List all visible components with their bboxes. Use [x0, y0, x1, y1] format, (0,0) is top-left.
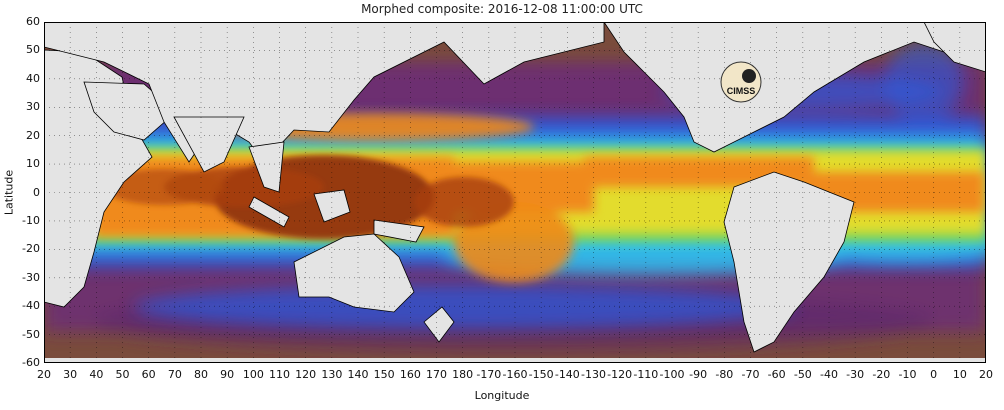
south-america — [723, 171, 855, 353]
x-tick-label: 110 — [269, 368, 290, 381]
x-tick-label: 0 — [930, 368, 938, 381]
x-tick-label: 20 — [37, 368, 51, 381]
map-plot-area: CIMSS — [44, 22, 986, 363]
y-tick-label: -60 — [22, 356, 40, 369]
x-tick-label: -130 — [581, 368, 606, 381]
y-tick-label: -10 — [22, 213, 40, 227]
x-tick-label: 90 — [220, 368, 235, 381]
x-tick-label: 80 — [194, 368, 208, 381]
x-tick-label: 30 — [63, 368, 78, 381]
y-tick-label: 50 — [26, 43, 40, 57]
x-tick-label: -120 — [607, 368, 633, 381]
graticule-meridians — [69, 22, 961, 363]
x-tick-label: 180 — [452, 368, 474, 381]
precipitable-water-map: CIMSS — [44, 22, 986, 363]
x-tick-label: -50 — [793, 368, 812, 381]
new-zealand — [423, 306, 455, 343]
y-tick-label: -30 — [22, 270, 40, 284]
x-tick-label: 100 — [242, 368, 264, 381]
x-tick-label: 140 — [347, 368, 369, 381]
x-tick-label: -160 — [502, 368, 528, 381]
x-tick-label: 120 — [295, 368, 317, 381]
y-tick-label: 30 — [26, 100, 40, 114]
x-tick-label: 70 — [167, 368, 182, 381]
logo-text: CIMSS — [727, 86, 756, 96]
antarctica-edge — [44, 358, 986, 363]
x-tick-label: -10 — [898, 368, 917, 381]
arabia — [83, 81, 177, 141]
chart-title: Morphed composite: 2016-12-08 11:00:00 U… — [361, 2, 643, 16]
borneo — [313, 189, 351, 223]
x-tick-label: 160 — [399, 368, 421, 381]
y-tick-label: 60 — [26, 15, 40, 28]
x-tick-label: -140 — [554, 368, 580, 381]
x-tick-label: -100 — [659, 368, 685, 381]
x-tick-label: 60 — [141, 368, 156, 381]
y-tick-label: 40 — [26, 71, 40, 85]
india — [173, 116, 245, 173]
x-tick-label: -110 — [633, 368, 659, 381]
x-tick-label: -60 — [767, 368, 786, 381]
x-tick-label: 50 — [115, 368, 130, 381]
y-tick-label: 10 — [26, 157, 40, 171]
x-tick-label: -80 — [715, 368, 734, 381]
indochina — [248, 141, 285, 193]
sumatra — [248, 196, 290, 228]
y-tick-label: -20 — [22, 242, 40, 256]
y-axis-label: Latitude — [2, 169, 16, 216]
plot-border — [44, 22, 986, 363]
x-tick-label: -30 — [846, 368, 865, 381]
land-masses — [44, 22, 986, 363]
x-tick-label: -150 — [528, 368, 554, 381]
y-tick-label: 0 — [33, 185, 40, 199]
x-tick-label: 170 — [426, 368, 447, 381]
x-tick-label: -40 — [820, 368, 838, 381]
y-tick-label: -40 — [22, 299, 40, 313]
x-tick-label: 130 — [321, 368, 343, 381]
x-tick-label: -70 — [741, 368, 760, 381]
x-tick-label: 10 — [952, 368, 967, 381]
europe — [923, 22, 986, 73]
x-axis-label: Longitude — [474, 389, 530, 402]
x-tick-label: 150 — [373, 368, 395, 381]
y-tick-label: 20 — [26, 128, 40, 142]
x-tick-label: 20 — [979, 368, 993, 381]
x-tick-label: -20 — [872, 368, 891, 381]
cimss-logo: CIMSS — [720, 61, 762, 103]
y-tick-label: -50 — [22, 327, 40, 341]
x-tick-label: 40 — [89, 368, 104, 381]
new-guinea — [373, 219, 425, 243]
x-tick-label: -170 — [476, 368, 502, 381]
x-tick-label: -90 — [689, 368, 708, 381]
